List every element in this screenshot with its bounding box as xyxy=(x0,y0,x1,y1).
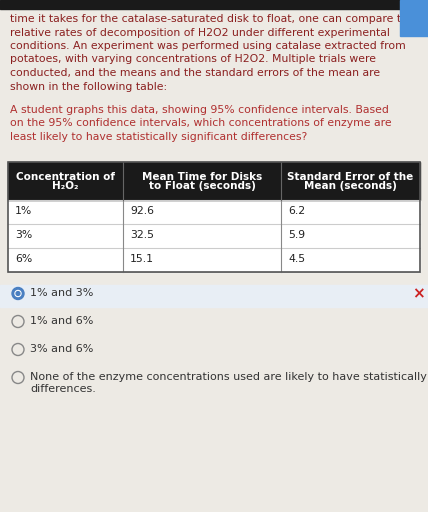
Text: Standard Error of the: Standard Error of the xyxy=(287,172,413,181)
Bar xyxy=(8,247,420,271)
Text: to Float (seconds): to Float (seconds) xyxy=(149,181,256,191)
Text: 92.6: 92.6 xyxy=(130,206,154,217)
Bar xyxy=(0,0,428,9)
Text: Mean (seconds): Mean (seconds) xyxy=(304,181,397,191)
Bar xyxy=(400,0,428,36)
Text: A student graphs this data, showing 95% confidence intervals. Based: A student graphs this data, showing 95% … xyxy=(10,105,389,115)
Text: None of the enzyme concentrations used are likely to have statistically signific: None of the enzyme concentrations used a… xyxy=(30,373,428,382)
Text: 15.1: 15.1 xyxy=(130,254,154,265)
Text: H₂O₂: H₂O₂ xyxy=(52,181,79,191)
Text: time it takes for the catalase-saturated disk to float, one can compare the: time it takes for the catalase-saturated… xyxy=(10,14,415,24)
Text: Mean Time for Disks: Mean Time for Disks xyxy=(142,172,262,181)
Text: 1%: 1% xyxy=(15,206,32,217)
Bar xyxy=(8,224,420,247)
Text: potatoes, with varying concentrations of H2O2. Multiple trials were: potatoes, with varying concentrations of… xyxy=(10,54,376,65)
Text: 6%: 6% xyxy=(15,254,32,265)
Text: 6.2: 6.2 xyxy=(288,206,305,217)
Text: differences.: differences. xyxy=(30,385,96,395)
Text: 1% and 3%: 1% and 3% xyxy=(30,288,93,298)
Text: 3%: 3% xyxy=(15,230,32,241)
Text: least likely to have statistically significant differences?: least likely to have statistically signi… xyxy=(10,132,307,142)
Bar xyxy=(8,200,420,224)
Circle shape xyxy=(15,290,21,296)
Text: on the 95% confidence intervals, which concentrations of enzyme are: on the 95% confidence intervals, which c… xyxy=(10,118,392,129)
Bar xyxy=(8,161,420,271)
Bar xyxy=(0,285,428,307)
Text: 5.9: 5.9 xyxy=(288,230,305,241)
Text: 1% and 6%: 1% and 6% xyxy=(30,316,93,327)
Text: 32.5: 32.5 xyxy=(130,230,154,241)
Circle shape xyxy=(16,291,20,295)
Text: ×: × xyxy=(412,286,425,301)
Circle shape xyxy=(12,288,24,300)
Text: Concentration of: Concentration of xyxy=(16,172,115,181)
Text: conditions. An experiment was performed using catalase extracted from: conditions. An experiment was performed … xyxy=(10,41,406,51)
Text: conducted, and the means and the standard errors of the mean are: conducted, and the means and the standar… xyxy=(10,68,380,78)
Text: shown in the following table:: shown in the following table: xyxy=(10,81,167,92)
Text: relative rates of decomposition of H2O2 under different experimental: relative rates of decomposition of H2O2 … xyxy=(10,28,390,37)
Bar xyxy=(8,161,420,200)
Text: 3% and 6%: 3% and 6% xyxy=(30,345,93,354)
Text: 4.5: 4.5 xyxy=(288,254,305,265)
